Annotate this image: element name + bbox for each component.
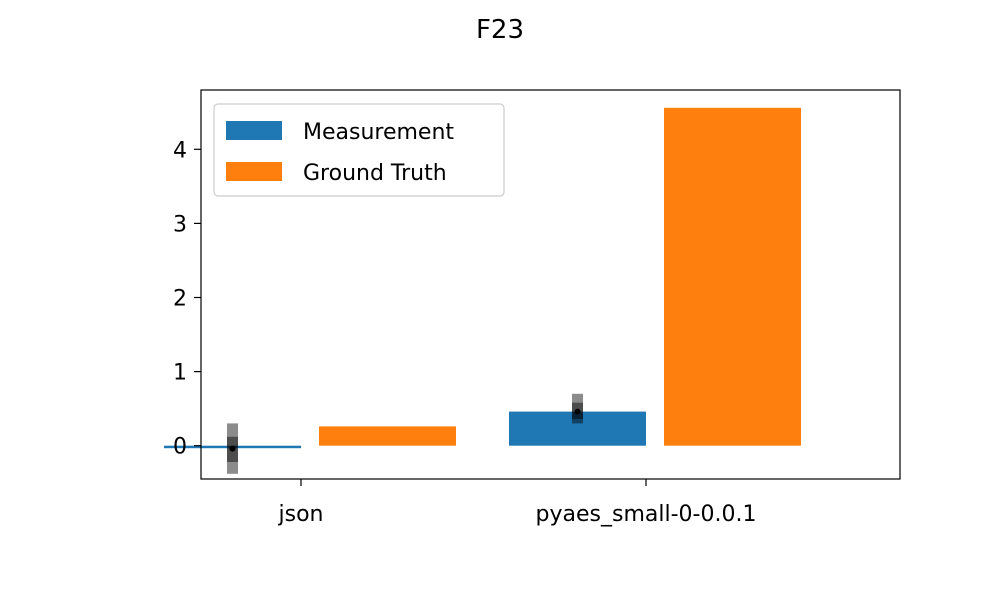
bar-0-1: [509, 411, 646, 446]
chart-title: F23: [476, 15, 524, 45]
errorbars-group: [227, 393, 583, 474]
y-tick-label-3: 3: [173, 212, 187, 237]
x-tick-label-1: pyaes_small-0-0.0.1: [536, 502, 757, 527]
error-outer-1: [572, 393, 583, 424]
axes-frame: [200, 89, 901, 480]
legend-swatch-0: [226, 121, 282, 140]
bars-group: [164, 107, 801, 449]
y-tick-label-2: 2: [173, 287, 187, 312]
legend-box: [213, 103, 505, 197]
y-tick-label-0: 0: [173, 435, 187, 460]
legend-label-0: Measurement: [303, 120, 454, 145]
bar-1-1: [664, 107, 801, 446]
legend-label-1: Ground Truth: [303, 161, 447, 186]
y-tick-label-4: 4: [173, 138, 187, 163]
legend-swatch-1: [226, 162, 282, 181]
y-tick-label-1: 1: [173, 361, 187, 386]
x-axis: json pyaes_small-0-0.0.1: [278, 479, 757, 527]
bar-1-0: [319, 426, 456, 446]
median-marker-0: [229, 445, 236, 452]
x-tick-label-0: json: [278, 502, 324, 527]
median-marker-1: [574, 408, 581, 415]
y-axis: 0 1 2 3 4: [173, 138, 201, 460]
legend: Measurement Ground Truth: [213, 103, 505, 197]
